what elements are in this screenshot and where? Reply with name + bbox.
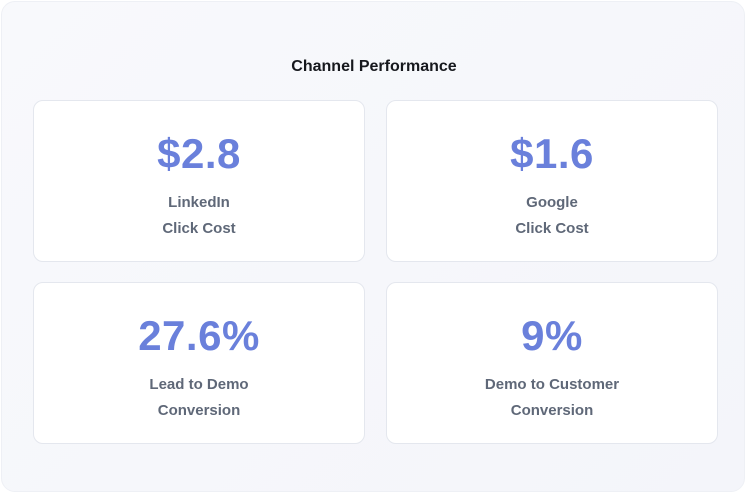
metric-label-line: Click Cost [515,220,589,237]
metric-value: $2.8 [157,130,241,177]
metric-value: 27.6% [138,312,260,359]
metric-value: $1.6 [510,130,594,177]
metric-label: LinkedIn Click Cost [34,190,364,242]
metric-label-line: Click Cost [162,220,236,237]
metric-label-line: LinkedIn [168,194,230,211]
metric-label: Demo to Customer Conversion [387,372,717,424]
metric-label: Lead to Demo Conversion [34,372,364,424]
metric-label: Google Click Cost [387,190,717,242]
metric-value: 9% [521,312,583,359]
metric-label-line: Conversion [157,402,241,419]
panel-title: Channel Performance [291,58,457,75]
metric-label-line: Demo to Customer [484,376,620,393]
metric-card-demo-to-customer-conversion: 9% Demo to Customer Conversion [386,282,718,444]
metric-label-line: Conversion [510,402,594,419]
metric-card-linkedin-click-cost: $2.8 LinkedIn Click Cost [33,100,365,262]
metric-card-google-click-cost: $1.6 Google Click Cost [386,100,718,262]
metric-card-lead-to-demo-conversion: 27.6% Lead to Demo Conversion [33,282,365,444]
metric-label-line: Google [526,194,578,211]
metric-label-line: Lead to Demo [149,376,249,393]
